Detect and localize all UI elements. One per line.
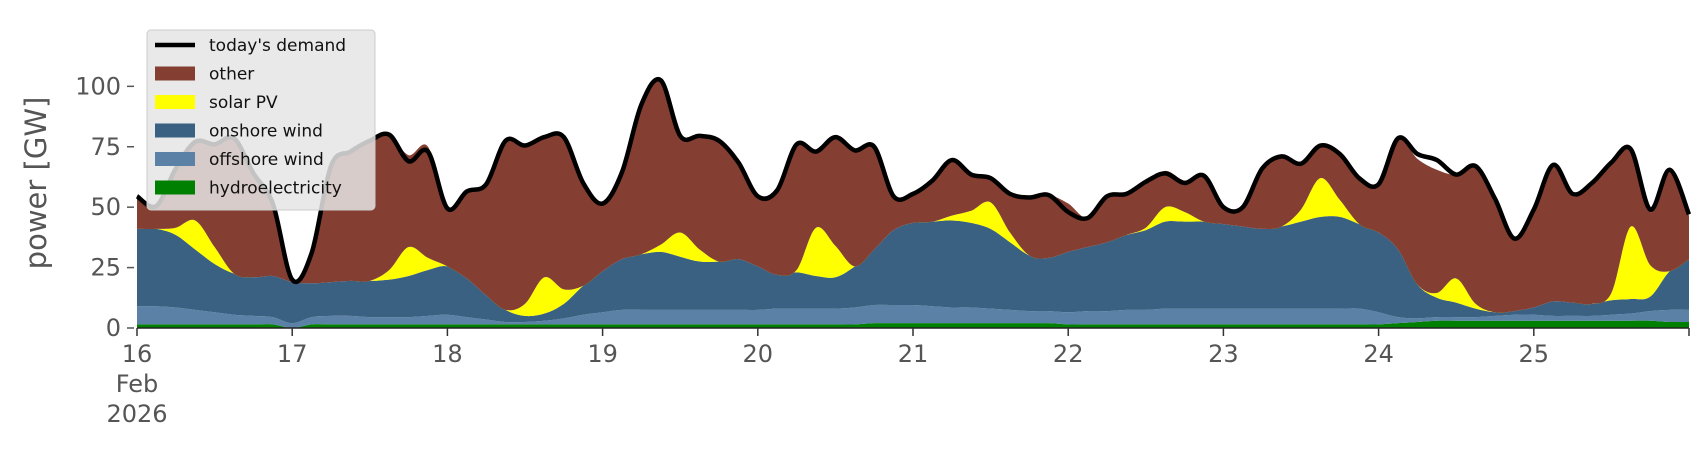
x-ticks: 16 17 18 19 20 21 22 23 24 25 [122, 328, 1690, 368]
axes-layer: 0 25 50 75 100 16 17 18 19 20 21 22 23 24 25 Feb 2026… [19, 72, 1690, 428]
x-tick-label: 18 [432, 340, 463, 368]
x-tick-label: 20 [743, 340, 774, 368]
x-tick-label: 22 [1053, 340, 1084, 368]
demand-layer [135, 76, 1692, 284]
legend-label-onshore-wind: onshore wind [209, 122, 323, 142]
y-tick-label: 25 [90, 254, 121, 282]
legend-swatch-solar-pv [155, 95, 195, 109]
legend-swatch-other [155, 66, 195, 81]
area-solar-pv [137, 178, 1689, 317]
x-tick-label: 19 [587, 340, 618, 368]
legend-swatch-hydroelectricity [155, 180, 195, 195]
legend: today's demand other solar PV onshore wind o… [146, 29, 376, 211]
legend-label-other: other [209, 65, 254, 85]
y-tick-label: 50 [90, 193, 121, 221]
legend-label-hydroelectricity: hydroelectricity [209, 179, 342, 199]
y-axis-label: power [GW] [19, 97, 53, 270]
area-onshore-wind [137, 216, 1689, 324]
legend-background [146, 29, 376, 211]
legend-label-today-s-demand: today's demand [209, 36, 346, 56]
x-tick-label: 16 [122, 340, 153, 368]
x-tick-label: 24 [1363, 340, 1394, 368]
area-offshore-wind [137, 304, 1689, 328]
x-tick-label: 17 [277, 340, 308, 368]
x-tick-sub-year: 2026 [106, 400, 167, 428]
x-tick-sub-month: Feb [116, 370, 159, 398]
area-hydroelectricity [137, 320, 1689, 328]
legend-swatch-offshore-wind [155, 152, 195, 166]
x-tick-label: 23 [1208, 340, 1239, 368]
y-tick-label: 100 [75, 72, 121, 100]
legend-label-solar-pv: solar PV [209, 93, 278, 113]
legend-swatch-onshore-wind [155, 123, 195, 138]
y-ticks: 0 25 50 75 100 [75, 72, 134, 342]
y-tick-label: 75 [90, 133, 121, 161]
x-tick-label: 21 [898, 340, 929, 368]
x-tick-label: 25 [1519, 340, 1550, 368]
demand-line [135, 76, 1692, 284]
legend-label-offshore-wind: offshore wind [209, 150, 324, 170]
y-tick-label: 0 [106, 314, 121, 342]
